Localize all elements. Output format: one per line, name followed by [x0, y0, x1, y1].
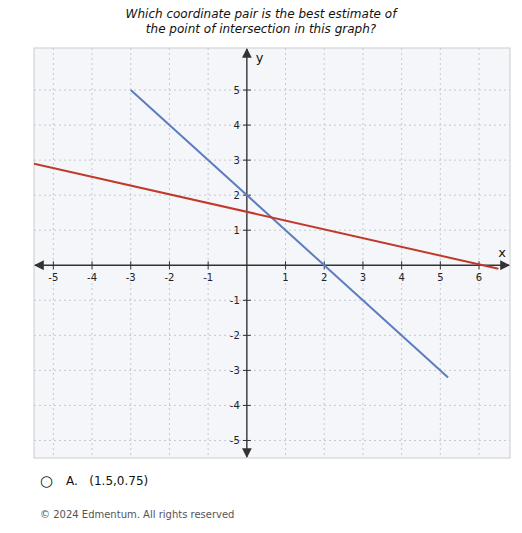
grid-line-x	[208, 48, 209, 458]
grid-line-x	[479, 48, 480, 458]
y-tick-label: 4	[233, 120, 239, 131]
x-tick-label: 3	[360, 272, 366, 283]
grid-line-y	[34, 440, 510, 441]
series-line	[131, 90, 448, 377]
x-axis-label: x	[498, 245, 506, 260]
y-tick-label: 3	[233, 155, 239, 166]
y-tick-label: -3	[230, 365, 240, 376]
y-tick-label: 5	[233, 85, 239, 96]
grid-line-y	[34, 90, 510, 91]
grid-line-y	[34, 405, 510, 406]
y-tick-label: -4	[230, 400, 240, 411]
y-tick	[243, 370, 251, 371]
grid-line-x	[285, 48, 286, 458]
x-tick-label: -1	[203, 272, 213, 283]
y-tick	[243, 440, 251, 441]
y-tick-label: -5	[230, 435, 240, 446]
grid-line-y	[34, 160, 510, 161]
grid-line-y	[34, 335, 510, 336]
x-tick	[440, 261, 441, 269]
x-tick	[208, 261, 209, 269]
y-tick	[243, 405, 251, 406]
y-axis	[246, 49, 247, 457]
lines	[34, 90, 498, 377]
y-tick	[243, 335, 251, 336]
grid-line-x	[362, 48, 363, 458]
x-tick-label: 2	[321, 272, 327, 283]
x-tick-label: 6	[476, 272, 482, 283]
title-line: the point of intersection in this graph?	[146, 22, 377, 36]
x-tick-label: 4	[398, 272, 404, 283]
x-tick	[169, 261, 170, 269]
x-tick-label: -4	[87, 272, 97, 283]
y-tick	[243, 300, 251, 301]
grid-line-y	[34, 125, 510, 126]
y-tick-label: -1	[230, 295, 240, 306]
title: Which coordinate pair is the best estima…	[126, 7, 399, 36]
grid-line-x	[169, 48, 170, 458]
grid-line-y	[34, 300, 510, 301]
y-tick-label: 1	[233, 225, 239, 236]
x-tick-label: 1	[282, 272, 288, 283]
y-tick	[243, 125, 251, 126]
y-axis-label: y	[256, 50, 264, 65]
grid-line-x	[92, 48, 93, 458]
x-tick	[130, 261, 131, 269]
x-tick-label: -2	[164, 272, 174, 283]
grid-line-x	[401, 48, 402, 458]
y-tick-label: 2	[233, 190, 239, 201]
series-line	[34, 164, 498, 269]
x-tick	[92, 261, 93, 269]
x-tick	[285, 261, 286, 269]
grid-line-y	[34, 195, 510, 196]
y-tick	[243, 90, 251, 91]
chart: Which coordinate pair is the best estima…	[0, 0, 522, 533]
title-line: Which coordinate pair is the best estima…	[126, 7, 399, 21]
x-tick	[53, 261, 54, 269]
grid	[34, 48, 510, 458]
y-tick	[243, 160, 251, 161]
grid-line-x	[53, 48, 54, 458]
grid-line-y	[34, 230, 510, 231]
x-tick-label: -3	[126, 272, 136, 283]
y-tick-label: -2	[230, 330, 240, 341]
y-tick	[243, 230, 251, 231]
grid-line-x	[440, 48, 441, 458]
grid-line-x	[130, 48, 131, 458]
x-axis	[35, 265, 509, 266]
x-tick-label: -5	[48, 272, 58, 283]
answer-radio: ○	[40, 472, 53, 490]
x-tick	[401, 261, 402, 269]
plot-background	[34, 48, 510, 458]
x-tick	[362, 261, 363, 269]
x-tick-label: 5	[437, 272, 443, 283]
grid-line-x	[324, 48, 325, 458]
copyright: © 2024 Edmentum. All rights reserved	[40, 509, 234, 520]
answer-text: A. (1.5,0.75)	[66, 474, 148, 488]
